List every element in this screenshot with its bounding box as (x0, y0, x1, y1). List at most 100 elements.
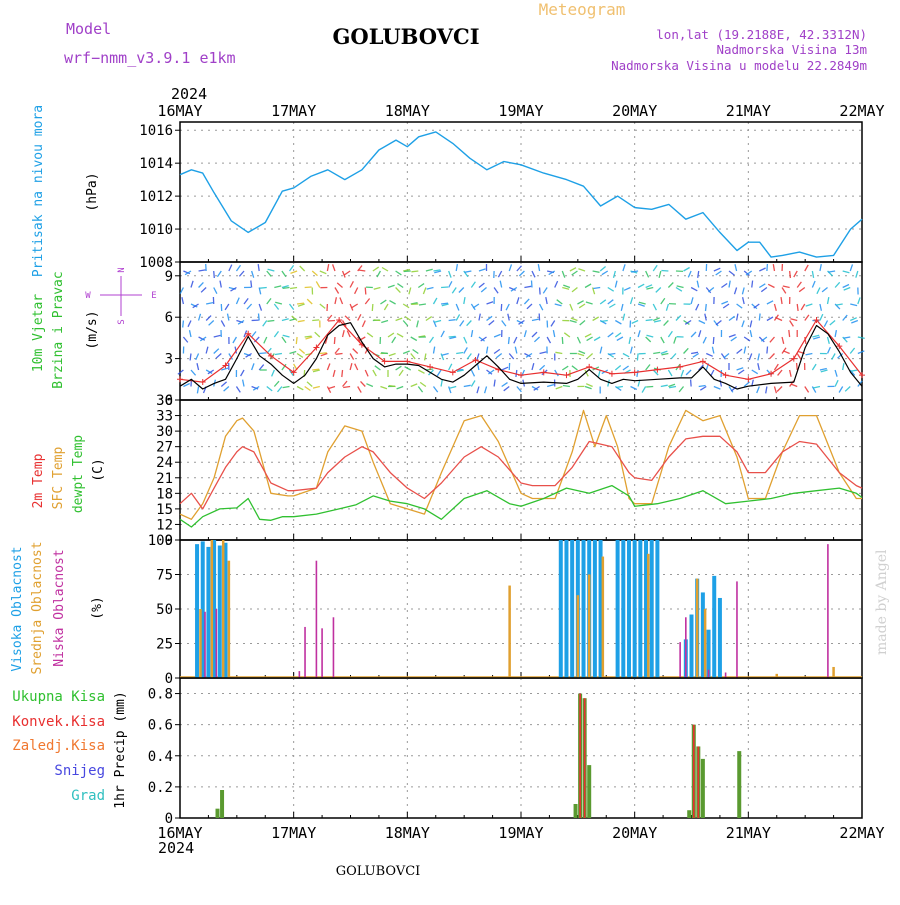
wind-barb-82 (259, 304, 261, 311)
wind-barb-152 (327, 264, 328, 271)
wind-barb-511 (661, 385, 668, 386)
wind-gust-marker-19 (609, 371, 615, 377)
wind-barb-295 (449, 387, 456, 389)
wind-barb-505 (656, 288, 661, 293)
bottom-date-label-4: 20MAY (612, 824, 657, 842)
wind-barb-714 (858, 297, 860, 304)
wind-barb-121 (290, 288, 297, 289)
wind-barb-408 (570, 268, 576, 271)
wind-barb-445 (600, 347, 602, 354)
wind-barb-339 (502, 321, 506, 327)
wind-barb-501 (653, 352, 660, 353)
wind-barb-151 (313, 387, 320, 389)
wind-barb-335 (494, 380, 495, 387)
wind-barb-613 (758, 354, 759, 361)
wind-barb-446 (598, 370, 600, 377)
wind-barb-360 (519, 271, 524, 276)
wind-barb-208 (377, 271, 380, 277)
wind-barb-211 (374, 320, 381, 321)
wind-barb-489 (646, 285, 652, 288)
wind-barb-158 (327, 364, 330, 371)
wind-barb-411 (570, 321, 577, 323)
wind-barb-237 (403, 351, 410, 354)
temp-ytick-label-2: 15 (156, 502, 173, 518)
wind-barb-497 (646, 288, 653, 290)
wind-barb-175 (343, 381, 347, 386)
wind-barb-672 (820, 264, 821, 271)
wind-barb-102 (272, 370, 275, 376)
bottom-date-label-6: 22MAY (839, 824, 884, 842)
low-cloud-bar-7 (679, 642, 681, 678)
wind-barb-40 (217, 271, 221, 277)
wind-barb-279 (441, 380, 442, 387)
wind-barb-114 (289, 304, 293, 310)
wind-barb-644 (789, 330, 790, 337)
wind-barb-481 (638, 284, 644, 287)
wind-barb-19 (199, 314, 201, 321)
wind-barb-354 (517, 297, 519, 304)
wind-barb-266 (433, 298, 436, 304)
wind-barb-281 (449, 281, 452, 287)
wind-barb-370 (527, 304, 532, 309)
wind-barb-540 (691, 332, 696, 337)
wind-barb-407 (556, 387, 563, 389)
wind-barb-235 (403, 321, 408, 326)
high-cloud-bar-18 (638, 540, 642, 678)
wind-barb-331 (489, 321, 494, 326)
wind-barb-560 (714, 268, 720, 271)
top-date-label-3: 19MAY (498, 102, 543, 120)
wind-barb-88 (267, 271, 272, 276)
wind-barb-678 (820, 369, 827, 371)
mid-cloud-bar-12 (832, 667, 835, 678)
wind-barb-37 (214, 349, 219, 354)
wind-barb-695 (835, 380, 838, 386)
wind-barb-98 (274, 304, 278, 310)
pressure-ytick-label-4: 1016 (139, 123, 173, 139)
wind-barb-694 (835, 370, 837, 377)
wind-barb-409 (563, 285, 570, 287)
precip-ytick-label-3: 0.6 (148, 718, 173, 734)
wind-barb-533 (684, 348, 689, 353)
wind-barb-83 (259, 314, 260, 321)
wind-barb-23 (197, 387, 198, 394)
low-cloud-bar-9 (708, 670, 710, 678)
mid-cloud-bar-5 (577, 595, 580, 678)
high-cloud-bar-14 (616, 540, 620, 678)
wind-barb-128 (300, 266, 305, 271)
wind-barb-374 (532, 363, 534, 370)
temp-ytick-label-4: 21 (156, 471, 173, 487)
wind-barb-25 (201, 288, 206, 293)
wind-barb-214 (375, 366, 381, 370)
high-cloud-bar-27 (712, 576, 716, 678)
wind-barb-239 (397, 387, 404, 389)
wind-barb-439 (586, 384, 592, 387)
wind-barb-336 (498, 271, 501, 277)
cloud-unit: (%) (90, 596, 105, 619)
wind-barb-271 (433, 387, 437, 393)
wind-barb-691 (830, 321, 835, 326)
wind-barb-587 (737, 314, 738, 321)
wind-barb-285 (442, 354, 449, 356)
wind-barb-589 (737, 349, 742, 353)
wind-barb-669 (806, 354, 813, 355)
wind-barb-131 (298, 321, 305, 322)
mid-cloud-title: Srednja Oblacnost (30, 541, 45, 674)
precip-legend-1: Konvek.Kisa (12, 714, 105, 730)
wind-barb-289 (452, 288, 456, 294)
wind-barb-679 (813, 387, 820, 389)
wind-barb-181 (350, 354, 353, 360)
wind-barb-209 (374, 288, 381, 290)
wind-barb-651 (790, 319, 797, 321)
wind-barb-471 (616, 387, 623, 388)
wind-barb-380 (534, 337, 539, 342)
wind-barb-557 (706, 354, 712, 357)
wind-barb-396 (553, 330, 554, 337)
wind-barb-603 (750, 321, 752, 328)
cloud-ytick-label-1: 25 (156, 637, 173, 653)
wind-barb-405 (555, 352, 562, 353)
wind-barb-577 (729, 281, 730, 288)
wind-barb-107 (282, 319, 289, 321)
wind-barb-521 (676, 288, 682, 292)
